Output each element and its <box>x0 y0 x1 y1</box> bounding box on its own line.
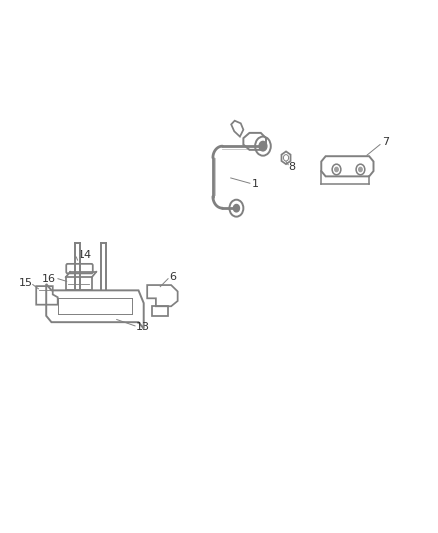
Circle shape <box>335 167 338 172</box>
Text: 16: 16 <box>42 273 56 284</box>
Text: 8: 8 <box>289 162 296 172</box>
Circle shape <box>259 141 267 151</box>
Circle shape <box>359 167 362 172</box>
Text: 14: 14 <box>78 250 92 260</box>
Text: 7: 7 <box>382 137 389 147</box>
Text: 6: 6 <box>169 272 176 282</box>
Text: 15: 15 <box>19 278 33 288</box>
Text: 13: 13 <box>136 322 150 333</box>
Text: 1: 1 <box>252 179 259 189</box>
Circle shape <box>233 205 240 212</box>
